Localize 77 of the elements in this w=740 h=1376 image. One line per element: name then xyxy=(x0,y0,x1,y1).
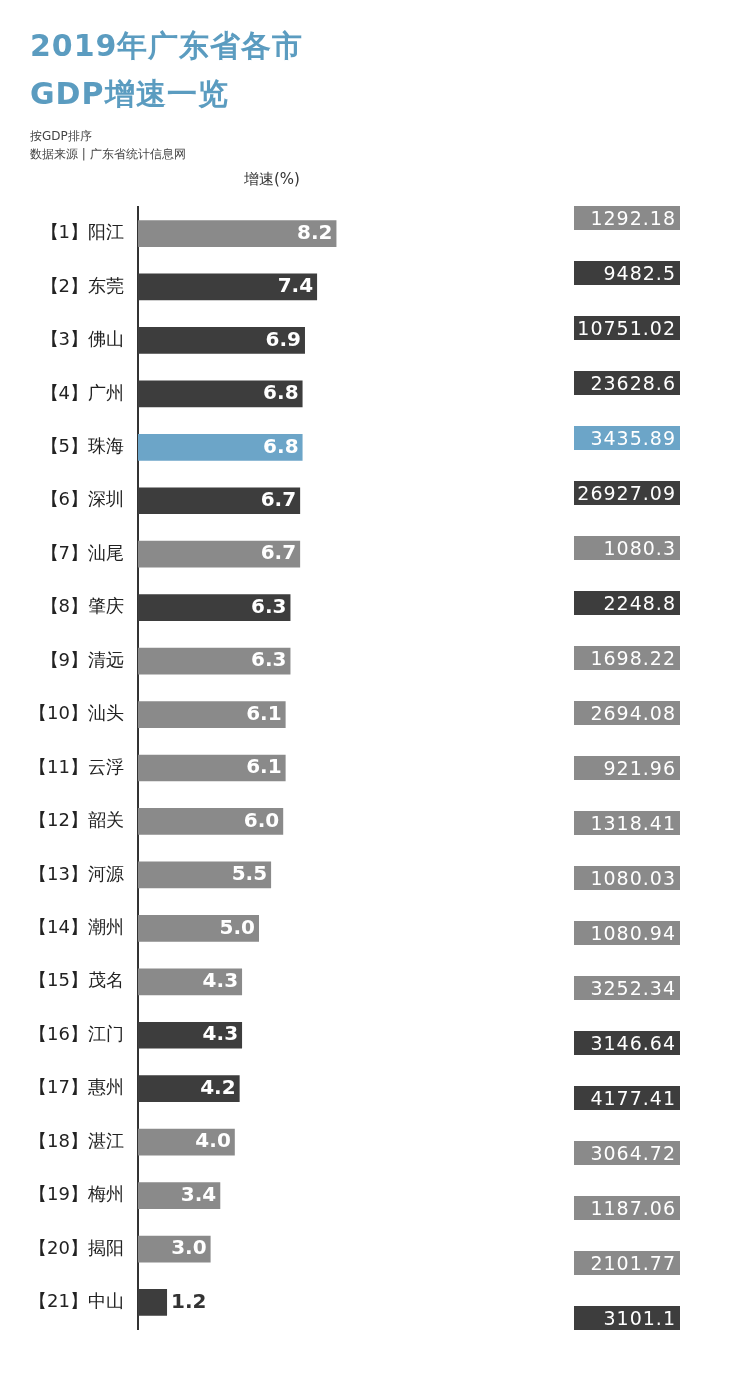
data-label: 6.3 xyxy=(251,647,287,672)
text: 1080.03 xyxy=(574,866,680,891)
data-label: 5.0 xyxy=(219,914,255,939)
text: 3101.1 xyxy=(574,1306,680,1331)
data-label: 6.7 xyxy=(260,486,297,511)
bar xyxy=(138,754,286,782)
text: 921.96 xyxy=(574,756,680,780)
text: 26927.09 xyxy=(574,480,680,505)
data-label: 6.3 xyxy=(251,593,287,618)
y-tick-label: 【12】韶关 xyxy=(29,809,124,831)
data-label: 4.0 xyxy=(195,1128,231,1153)
y-tick-label: 【4】广州 xyxy=(40,381,124,403)
y-tick-label: 【14】潮州 xyxy=(29,916,124,938)
y-tick-label: 【11】云浮 xyxy=(29,755,124,777)
chart-title: 2019年广东省各市 GDP增速一览 xyxy=(30,27,304,113)
text: 23628.6 xyxy=(574,370,680,395)
y-tick-label: 【16】江门 xyxy=(29,1022,124,1044)
text: 1318.41 xyxy=(574,811,680,836)
y-tick-label: 【13】河源 xyxy=(29,862,124,884)
y-tick-label: 【7】汕尾 xyxy=(40,541,124,563)
data-label: 5.5 xyxy=(231,861,268,886)
text: 9482.5 xyxy=(574,260,680,285)
y-tick-label: 【18】湛江 xyxy=(29,1129,124,1151)
y-tick-label: 【19】梅州 xyxy=(29,1183,124,1205)
y-tick-label: 【5】珠海 xyxy=(40,434,124,456)
text: 1187.06 xyxy=(574,1196,680,1221)
text: 3064.72 xyxy=(574,1141,680,1166)
text: 1080.3 xyxy=(574,535,680,560)
text: 3435.89 xyxy=(574,425,680,450)
bar xyxy=(138,220,337,247)
data-label: 6.7 xyxy=(260,540,297,565)
data-label: 4.3 xyxy=(202,1021,239,1046)
text: 2101.77 xyxy=(574,1251,680,1276)
bar xyxy=(138,540,301,568)
y-tick-label: 【17】惠州 xyxy=(29,1076,124,1098)
data-label: 7.4 xyxy=(277,273,314,298)
text: 1080.94 xyxy=(574,921,680,946)
text: 3252.34 xyxy=(574,976,680,1001)
bar xyxy=(138,647,291,675)
data-label: 6.9 xyxy=(265,326,301,351)
text: 按GDP排序 xyxy=(30,128,92,145)
y-tick-label: 【10】汕头 xyxy=(29,702,124,724)
y-tick-label: 【20】揭阳 xyxy=(29,1236,124,1258)
data-label: 6.0 xyxy=(243,807,280,832)
text: 1698.22 xyxy=(574,645,680,670)
text: 1292.18 xyxy=(574,205,680,230)
bar xyxy=(138,968,243,996)
data-label: 6.8 xyxy=(263,433,299,458)
text: 4177.41 xyxy=(574,1086,680,1111)
bar xyxy=(138,701,286,728)
x-axis-title: 增速(%) xyxy=(244,170,300,189)
y-tick-label: 【15】茂名 xyxy=(29,969,124,991)
bar xyxy=(138,433,303,461)
data-label: 6.8 xyxy=(263,380,299,405)
y-tick-label: 【9】清远 xyxy=(40,648,124,670)
y-tick-label: 【3】佛山 xyxy=(40,328,124,350)
y-tick-label: 【8】肇庆 xyxy=(40,595,124,617)
y-tick-label: 【6】深圳 xyxy=(40,488,124,510)
text: 10751.02 xyxy=(574,315,680,340)
text: 3146.64 xyxy=(574,1031,680,1056)
y-tick-label: 【1】阳江 xyxy=(40,221,124,243)
data-label: 6.1 xyxy=(246,754,282,779)
bar xyxy=(138,808,284,835)
data-label: 3.0 xyxy=(171,1235,207,1260)
bar xyxy=(138,861,272,889)
data-label: 4.3 xyxy=(202,967,239,992)
y-tick-label: 【2】东莞 xyxy=(40,274,124,296)
bar xyxy=(138,914,259,942)
data-label: 6.1 xyxy=(246,700,282,725)
text: 2248.8 xyxy=(574,590,680,615)
source-note: 数据来源 | 广东省统计信息网 xyxy=(30,146,186,163)
data-label: 3.4 xyxy=(180,1181,217,1206)
data-label: 1.2 xyxy=(171,1288,207,1313)
data-label: 4.2 xyxy=(200,1074,236,1099)
text: 2694.08 xyxy=(574,700,680,725)
y-tick-label: 【21】中山 xyxy=(29,1290,124,1312)
data-label: 8.2 xyxy=(297,219,333,244)
